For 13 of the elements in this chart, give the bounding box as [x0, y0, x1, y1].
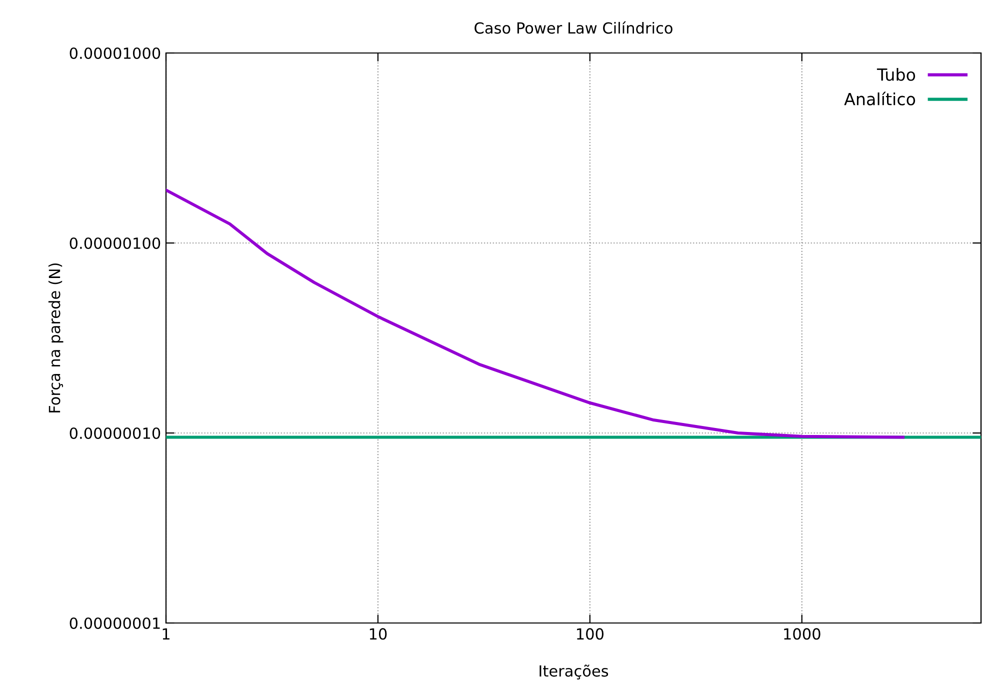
legend-label: Analítico	[844, 92, 916, 106]
chart-title: Caso Power Law Cilíndrico	[474, 21, 672, 34]
y-tick-label: 0.00000100	[70, 237, 160, 250]
y-tick-label: 0.00001000	[70, 47, 160, 60]
y-axis-title: Força na parede (N)	[48, 263, 64, 412]
legend-label: Tubo	[876, 68, 916, 81]
x-axis-title: Iterações	[540, 664, 608, 680]
x-tick-label: 1000	[784, 628, 820, 640]
x-tick-label: 100	[577, 628, 604, 640]
y-tick-label: 0.00000001	[70, 617, 160, 630]
y-tick-label: 0.00000010	[70, 427, 160, 440]
x-tick-label: 1	[162, 628, 170, 640]
x-tick-label: 10	[370, 628, 387, 640]
